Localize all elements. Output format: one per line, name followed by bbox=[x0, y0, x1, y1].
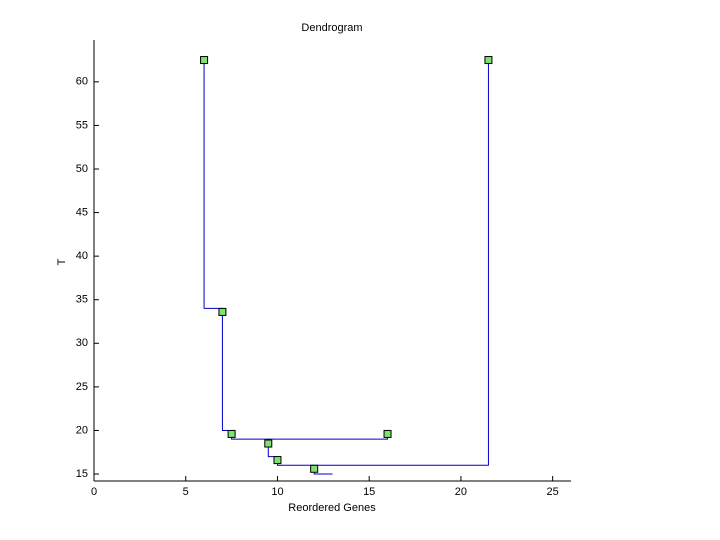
x-tick-label: 5 bbox=[183, 486, 189, 498]
x-axis-label: Reordered Genes bbox=[288, 502, 376, 514]
node-marker bbox=[218, 307, 227, 316]
y-tick-label: 30 bbox=[76, 337, 88, 349]
y-tick-label: 60 bbox=[76, 76, 88, 88]
y-tick-label: 15 bbox=[76, 468, 88, 480]
y-tick-label: 50 bbox=[76, 163, 88, 175]
x-tick-label: 0 bbox=[91, 486, 97, 498]
dendrogram-line bbox=[203, 60, 489, 475]
node-marker bbox=[227, 429, 236, 438]
y-tick-label: 20 bbox=[76, 424, 88, 436]
node-marker bbox=[484, 56, 493, 65]
y-tick-label: 40 bbox=[76, 250, 88, 262]
x-tick-label: 10 bbox=[271, 486, 283, 498]
node-marker bbox=[310, 464, 319, 473]
node-marker bbox=[273, 456, 282, 465]
y-tick-label: 55 bbox=[76, 119, 88, 131]
node-marker bbox=[200, 56, 209, 65]
node-marker bbox=[383, 429, 392, 438]
y-axis-label: T bbox=[56, 258, 68, 265]
y-tick-label: 25 bbox=[76, 381, 88, 393]
x-tick-label: 25 bbox=[547, 486, 559, 498]
y-tick-label: 45 bbox=[76, 206, 88, 218]
node-marker bbox=[264, 439, 273, 448]
x-tick-label: 15 bbox=[363, 486, 375, 498]
x-tick-label: 20 bbox=[455, 486, 467, 498]
y-tick-label: 35 bbox=[76, 294, 88, 306]
chart-title: Dendrogram bbox=[301, 22, 362, 34]
